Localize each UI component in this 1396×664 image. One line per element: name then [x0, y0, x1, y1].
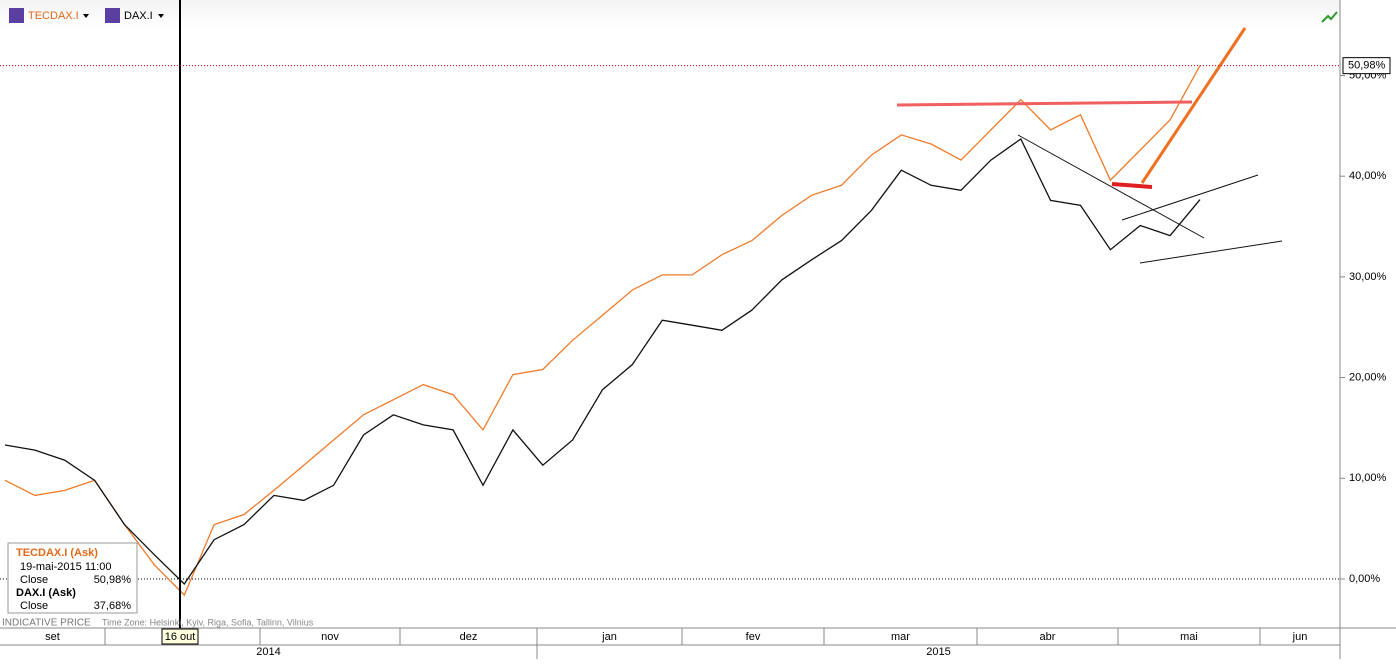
instrument-icon[interactable] [105, 8, 120, 23]
tooltip-value: 37,68% [94, 600, 132, 612]
instrument-icon[interactable] [9, 8, 24, 23]
month-label: mar [891, 631, 910, 643]
y-tick-label: 30,00% [1349, 271, 1387, 283]
trendline[interactable] [1140, 27, 1247, 184]
month-label: jun [1292, 631, 1308, 643]
time-zone: Time Zone: Helsinki, Kyiv, Riga, Sofia, … [102, 617, 314, 627]
tooltip-field: Close [20, 600, 48, 612]
month-label: set [45, 631, 60, 643]
y-tick-label: 10,00% [1349, 472, 1387, 484]
trend-icon[interactable] [1321, 11, 1338, 23]
tooltip-date: 19-mai-2015 11:00 [20, 561, 112, 573]
trendline[interactable] [1121, 174, 1259, 221]
cursor-label-box [161, 628, 199, 645]
tooltip-series: TECDAX.I (Ask) [16, 547, 98, 559]
trendline[interactable] [1017, 134, 1205, 239]
tooltip-box [7, 542, 138, 614]
last-value-box [1342, 57, 1391, 75]
month-label: fev [746, 631, 761, 643]
tooltip-series: DAX.I (Ask) [16, 587, 76, 599]
series-line [4, 65, 1201, 597]
month-label: jan [601, 631, 617, 643]
y-tick-label: 20,00% [1349, 371, 1387, 383]
trendline[interactable] [1111, 182, 1153, 189]
month-label: abr [1040, 631, 1056, 643]
dropdown-arrow[interactable] [83, 14, 89, 18]
dropdown-arrow[interactable] [158, 14, 164, 18]
cursor-label: 16 out [165, 631, 196, 643]
tooltip-field: Close [20, 574, 48, 586]
price-type: INDICATIVE PRICE [2, 618, 91, 629]
year-label: 2015 [926, 646, 950, 658]
trendline[interactable] [896, 100, 1193, 107]
instrument-tab[interactable]: DAX.I [124, 10, 153, 22]
year-label: 2014 [256, 646, 280, 658]
trendline[interactable] [1139, 240, 1283, 264]
toolbar-bg [0, 0, 1340, 30]
tooltip-value: 50,98% [94, 574, 132, 586]
series-line [4, 138, 1201, 586]
y-tick-label: 40,00% [1349, 170, 1387, 182]
month-label: nov [321, 631, 339, 643]
month-label: mai [1180, 631, 1198, 643]
y-tick-label: 0,00% [1349, 573, 1380, 585]
instrument-tab[interactable]: TECDAX.I [28, 10, 79, 22]
month-label: dez [460, 631, 478, 643]
last-value-label: 50,98% [1348, 60, 1386, 72]
